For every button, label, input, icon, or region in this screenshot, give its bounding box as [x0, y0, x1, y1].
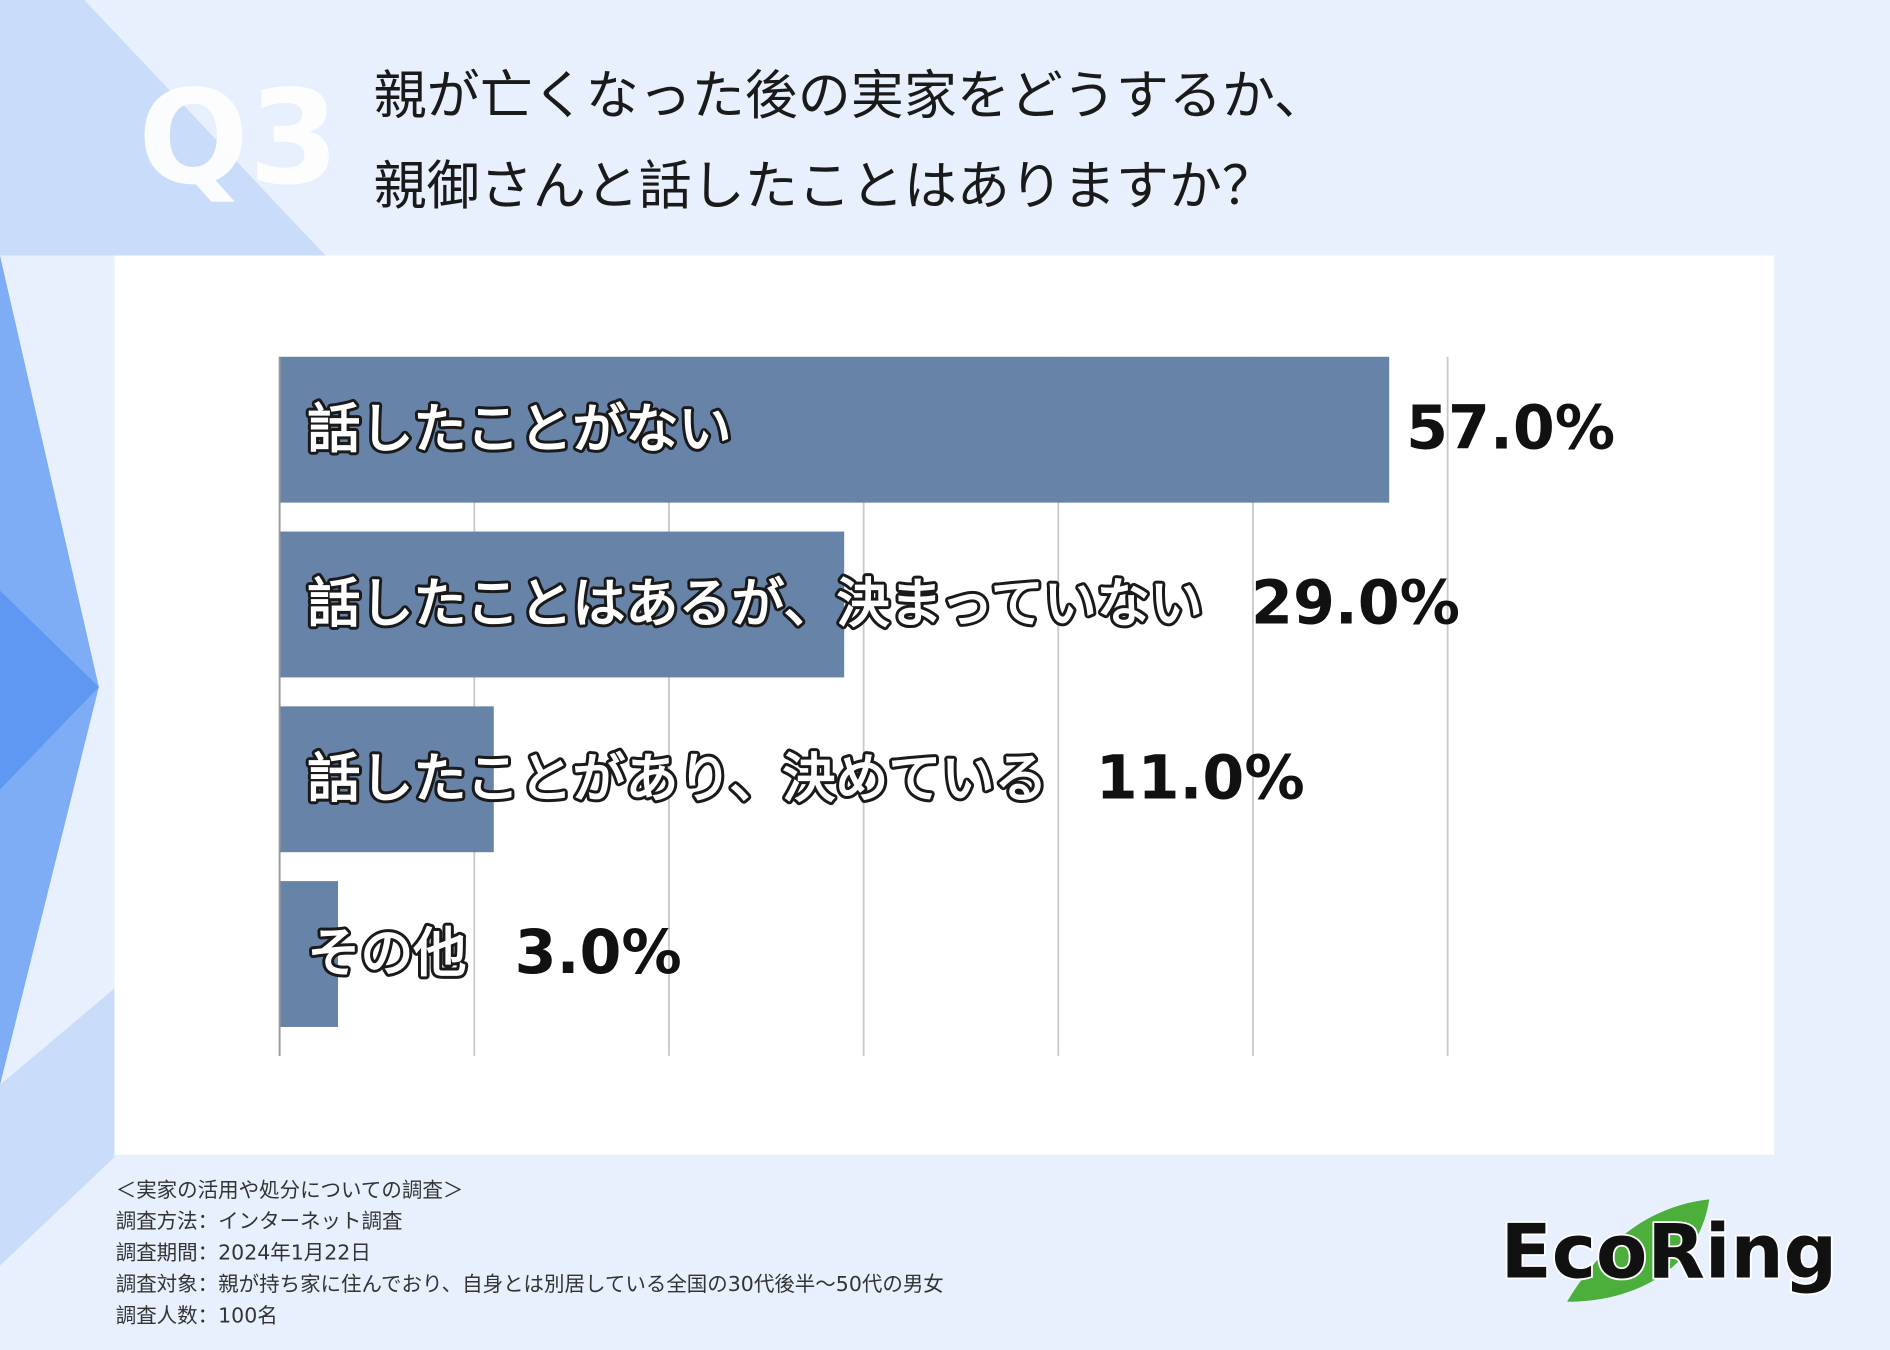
value-label: 3.0%	[515, 918, 682, 988]
footer-note: 調査期間：2024年1月22日	[116, 1241, 371, 1265]
decor	[0, 988, 115, 1266]
logo-leaf	[1566, 1199, 1710, 1302]
bar	[279, 706, 494, 853]
badge: Q3	[138, 62, 339, 214]
logo: EcoRing	[1501, 1209, 1838, 1296]
category-label: 話したことはあるが、決まっていない	[307, 573, 1202, 635]
footer-note: 調査人数：100名	[116, 1303, 278, 1327]
category-label: その他	[307, 922, 466, 984]
footer-note: 調査方法：インターネット調査	[116, 1209, 403, 1233]
value-label: 29.0%	[1251, 568, 1460, 638]
bar	[279, 531, 845, 678]
decor	[0, 590, 99, 790]
chart-title: 親御さんと話したことはありますか？	[374, 155, 1275, 217]
category-label: 話したことがない	[307, 398, 731, 460]
footer-note: 調査対象：親が持ち家に住んでおり、自身とは別居している全国の30代後半〜50代の…	[116, 1272, 944, 1296]
bar	[279, 881, 339, 1027]
plot: 話したことがない 57.0% 話したことはあるが、決まっていない 29.0% 話したこと…	[278, 356, 1615, 1056]
value-label: 57.0%	[1406, 394, 1615, 464]
decor	[0, 0, 326, 256]
category-label: 話したことがあり、決めている	[307, 747, 1047, 809]
bar	[279, 356, 1390, 503]
footer-note: ＜実家の活用や処分についての調査＞	[116, 1178, 464, 1202]
value-label: 11.0%	[1096, 743, 1305, 813]
chart-title: 親が亡くなった後の実家をどうするか、	[374, 64, 1327, 126]
